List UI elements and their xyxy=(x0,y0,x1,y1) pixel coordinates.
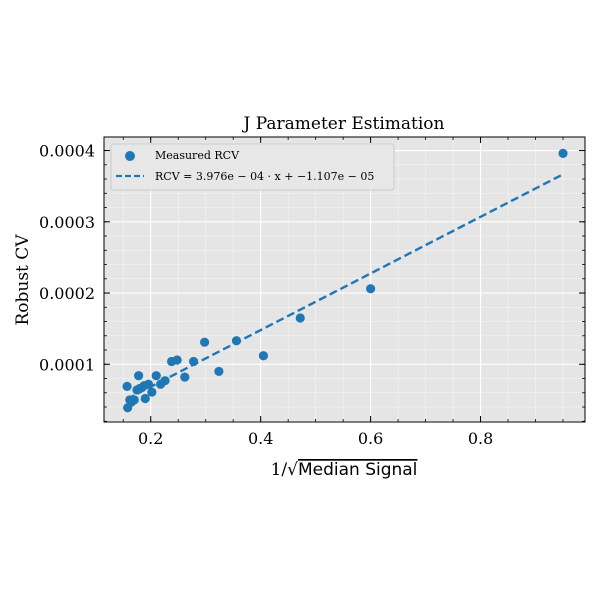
fit-line xyxy=(126,173,564,401)
scatter-point xyxy=(214,366,224,377)
legend-label-points: Measured RCV xyxy=(155,149,240,162)
scatter-point xyxy=(231,336,242,346)
scatter-point xyxy=(129,395,139,405)
plot-frame xyxy=(103,136,586,423)
y-tick-label: 0.0002 xyxy=(39,284,95,303)
x-tick-label: 0.8 xyxy=(468,429,493,448)
y-tick-label: 0.0001 xyxy=(39,355,95,374)
x-axis-label-prefix: 1/√ xyxy=(271,460,299,480)
x-tick-label: 0.6 xyxy=(358,429,383,448)
scatter-point xyxy=(147,387,157,397)
legend: Measured RCV RCV = 3.976e − 04 · x + −1.… xyxy=(110,143,395,191)
x-axis-label-main: Median Signal xyxy=(298,460,417,480)
scatter-point xyxy=(199,337,210,347)
chart-title: J Parameter Estimation xyxy=(241,114,444,134)
scatter-point xyxy=(295,313,305,323)
scatter-point xyxy=(558,148,568,158)
legend-box xyxy=(110,143,395,191)
scatter-point xyxy=(140,393,150,404)
fit-line-layer xyxy=(126,173,564,401)
scatter-point xyxy=(180,372,190,382)
y-tick-label: 0.0003 xyxy=(39,213,95,232)
y-axis-label: Robust CV xyxy=(13,234,33,326)
scatter-point xyxy=(189,356,199,367)
legend-marker-points xyxy=(125,151,135,161)
scatter-point xyxy=(160,376,170,386)
scatter-point xyxy=(151,371,161,381)
scatter-point xyxy=(143,379,154,389)
axis-ticks: 0.2 0.4 0.6 0.8 0.0001 0.0002 0.0003 0.0004 xyxy=(39,137,585,448)
scatter-point xyxy=(122,381,132,391)
scatter-points xyxy=(122,148,568,413)
scatter-point xyxy=(172,355,182,365)
x-tick-label: 0.2 xyxy=(138,429,163,448)
scatter-point xyxy=(134,371,144,381)
scatter-point xyxy=(258,351,269,361)
y-tick-label: 0.0004 xyxy=(39,142,95,161)
x-tick-label: 0.4 xyxy=(248,429,273,448)
scatter-point xyxy=(366,284,376,294)
x-axis-label: 1/√Median Signal xyxy=(271,460,418,480)
legend-label-fit: RCV = 3.976e − 04 · x + −1.107e − 05 xyxy=(155,170,374,183)
